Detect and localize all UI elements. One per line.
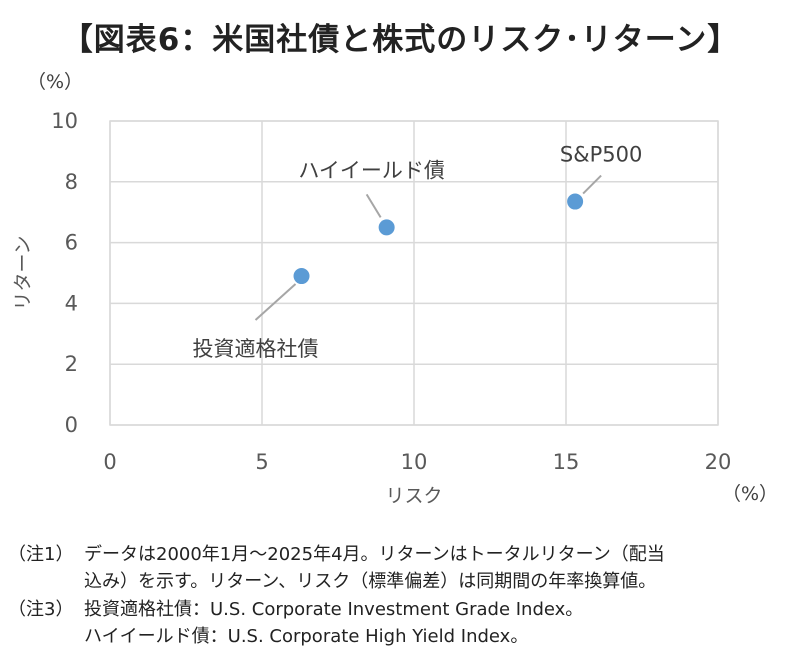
y-axis-unit: （%） xyxy=(27,71,83,93)
note-3-line-2: ハイイールド債：U.S. Corporate High Yield Index。 xyxy=(84,626,529,647)
y-tick-label: 4 xyxy=(65,291,78,315)
callout-lines xyxy=(254,174,602,321)
note-3-line-1: 投資適格社債：U.S. Corporate Investment Grade I… xyxy=(84,599,584,620)
note-1-line-1: データは2000年1月～2025年4月。リターンはトータルリターン（配当 xyxy=(84,544,665,565)
data-label: 投資適格社債 xyxy=(193,337,319,361)
data-points xyxy=(293,193,584,285)
note-1-line-2: 込み）を示す。リターン、リスク（標準偏差）は同期間の年率換算値。 xyxy=(84,571,657,592)
callout-line xyxy=(254,283,297,321)
note-3-tag: （注3） xyxy=(8,599,74,620)
grid-lines xyxy=(109,120,719,426)
tick-labels: 0 5 10 15 20 0 2 4 6 8 10 xyxy=(51,109,731,474)
data-point xyxy=(378,219,395,236)
chart-title: 【図表6：米国社債と株式のリスク･リターン】 xyxy=(61,22,740,58)
y-tick-label: 10 xyxy=(51,109,78,133)
callout-line xyxy=(365,193,382,218)
x-axis-unit: （%） xyxy=(722,483,778,505)
note-1-tag: （注1） xyxy=(8,544,74,565)
data-point xyxy=(293,268,310,285)
y-tick-label: 6 xyxy=(65,231,78,255)
x-tick-label: 10 xyxy=(401,450,428,474)
data-labels: 投資適格社債 ハイイールド債 S&P500 xyxy=(193,143,643,361)
callout-line xyxy=(582,174,602,195)
x-tick-label: 5 xyxy=(255,450,268,474)
y-tick-label: 0 xyxy=(65,413,78,437)
x-tick-label: 15 xyxy=(553,450,580,474)
y-axis-label: リターン xyxy=(12,235,34,310)
data-label: S&P500 xyxy=(560,143,642,167)
x-tick-label: 20 xyxy=(705,450,732,474)
data-label: ハイイールド債 xyxy=(298,158,445,182)
x-tick-label: 0 xyxy=(103,450,116,474)
scatter-chart: 0 5 10 15 20 0 2 4 6 8 10 投資適格社債 ハイイールド債 S&P500 リターン… xyxy=(12,71,778,507)
y-tick-label: 2 xyxy=(65,352,78,376)
data-point xyxy=(567,193,584,210)
y-tick-label: 8 xyxy=(65,170,78,194)
x-axis-label: リスク xyxy=(385,485,442,507)
